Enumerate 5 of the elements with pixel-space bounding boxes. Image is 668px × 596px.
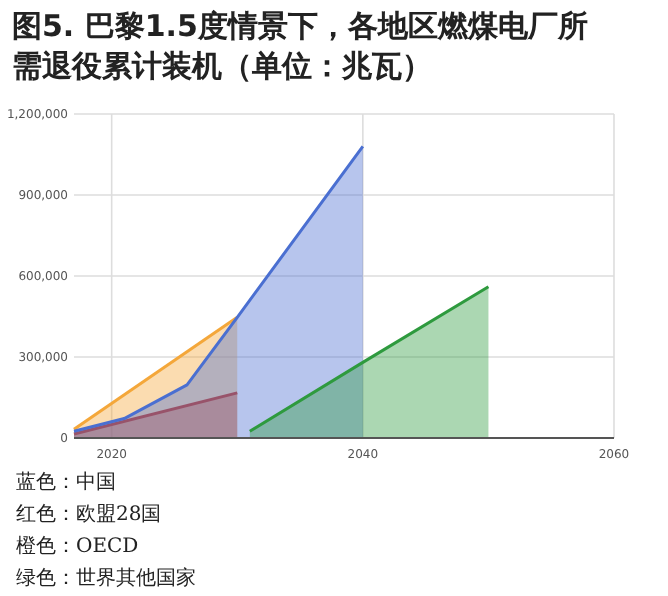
text: 橙色：OECD (16, 534, 139, 558)
text: 蓝色：中国 (16, 470, 116, 494)
chart-title: 图5. 巴黎1.5度情景下，各地区燃煤电厂所需退役累计装机（单位：兆瓦） (12, 8, 588, 84)
text: 红色：欧盟28国 (16, 502, 162, 526)
text: 绿色：世界其他国家 (16, 566, 196, 590)
